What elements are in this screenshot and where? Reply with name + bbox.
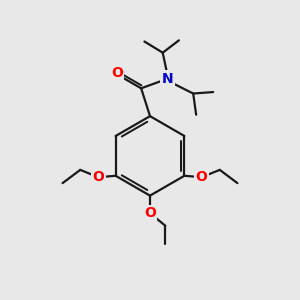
Text: O: O (144, 206, 156, 220)
Text: O: O (111, 66, 123, 80)
Text: N: N (161, 72, 173, 86)
Text: O: O (196, 170, 207, 184)
Text: O: O (93, 170, 104, 184)
